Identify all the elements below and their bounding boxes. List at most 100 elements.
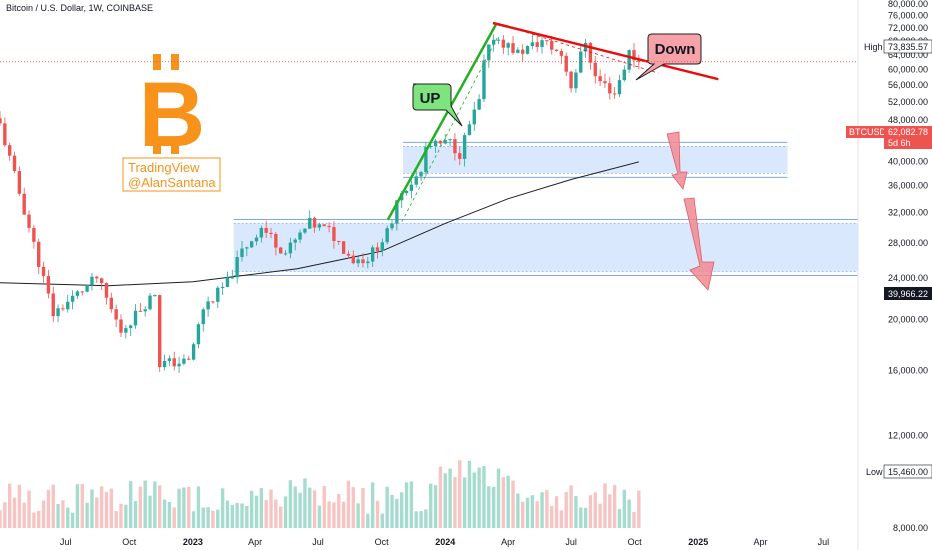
- volume-bar: [75, 484, 80, 528]
- price-tick-label: 48,000.00: [888, 115, 928, 125]
- down-callout-label: Down: [655, 41, 696, 58]
- volume-bar: [370, 482, 375, 528]
- low-tag-value: 15,460.00: [888, 467, 928, 477]
- price-tick-label: 60,000.00: [888, 64, 928, 74]
- candle-body: [220, 286, 225, 288]
- candle-body: [41, 266, 46, 277]
- chart-title[interactable]: Bitcoin / U.S. Dollar, 1W, COINBASE: [6, 3, 153, 13]
- volume-bar: [458, 460, 462, 528]
- candle-body: [617, 80, 622, 95]
- candle-body: [22, 193, 26, 215]
- candle-body: [637, 60, 641, 62]
- candle-body: [32, 227, 36, 242]
- volume-bar: [351, 487, 355, 528]
- volume-bar: [399, 492, 404, 528]
- down-callout[interactable]: Down: [635, 33, 702, 81]
- candle-body: [496, 39, 501, 41]
- candle-body: [254, 237, 259, 242]
- candle-body: [90, 276, 94, 286]
- volume-bar: [429, 483, 433, 528]
- candle-body: [564, 55, 568, 72]
- volume-bar: [216, 509, 220, 528]
- watermark-line1: TradingView: [128, 160, 200, 175]
- candle-body: [433, 140, 438, 147]
- volume-bar: [153, 481, 157, 528]
- candle-body: [104, 283, 109, 298]
- candle-body: [0, 118, 2, 124]
- candle-body: [240, 248, 244, 258]
- candle-body: [133, 310, 138, 326]
- volume-bar: [530, 495, 535, 528]
- candle-body: [351, 255, 355, 264]
- volume-bar: [308, 487, 312, 528]
- volume-bar: [259, 488, 264, 528]
- volume-bar: [225, 500, 230, 528]
- candle-body: [579, 51, 583, 73]
- ma-path: [0, 161, 639, 287]
- candle-body: [593, 62, 597, 77]
- candle-body: [448, 139, 452, 141]
- candle-body: [99, 278, 104, 284]
- down-arrow-small: [666, 131, 688, 190]
- candle-body: [70, 295, 75, 302]
- high-tag-value: 73,835.57: [888, 42, 928, 52]
- up-callout-label: UP: [420, 90, 441, 107]
- time-tick-label: Oct: [122, 537, 137, 547]
- price-tick-label: 80,000.00: [888, 0, 928, 9]
- candle-body: [462, 135, 467, 159]
- volume-bar: [211, 510, 215, 528]
- volume-bar: [196, 486, 201, 528]
- candle-body: [12, 155, 17, 172]
- volume-bar: [133, 501, 138, 528]
- candle-body: [530, 42, 535, 47]
- price-axis-ticks: 80,000.0076,000.0072,000.0068,000.0064,0…: [888, 0, 928, 533]
- candle-body: [3, 123, 7, 146]
- time-tick-label: Jul: [60, 537, 72, 547]
- watermark-box: [122, 157, 221, 192]
- price-tick-label: 64,000.00: [888, 50, 928, 60]
- candle-body: [535, 42, 539, 47]
- candle-body: [37, 241, 41, 267]
- moving-average-line: [0, 161, 639, 287]
- volume-bar: [550, 505, 554, 528]
- volume-bars: [0, 460, 641, 528]
- price-axis[interactable]: 80,000.0076,000.0072,000.0068,000.0064,0…: [857, 0, 928, 550]
- price-tick-label: 36,000.00: [888, 181, 928, 191]
- candle-body: [27, 214, 31, 228]
- time-tick-label: Jul: [312, 537, 324, 547]
- candle-body: [109, 297, 114, 310]
- candle-body: [288, 242, 293, 254]
- candle-body: [443, 140, 447, 144]
- price-tick-label: 24,000.00: [888, 273, 928, 283]
- candle-body: [75, 291, 80, 296]
- volume-bar: [27, 490, 31, 528]
- up-callout[interactable]: UP: [412, 83, 463, 127]
- volume-bar: [520, 501, 525, 528]
- volume-bar: [419, 511, 423, 528]
- candle-body: [56, 308, 60, 317]
- volume-bar: [366, 513, 370, 528]
- candle-body: [216, 287, 220, 302]
- volume-bar: [90, 489, 94, 528]
- projection-arrows: [666, 131, 715, 291]
- volume-bar: [627, 499, 631, 528]
- candle-body: [317, 224, 322, 228]
- volume-bar: [235, 502, 239, 528]
- candle-body: [259, 227, 264, 238]
- volume-bar: [617, 509, 622, 528]
- time-axis[interactable]: Jul Oct 2023 Apr Jul Oct 2024 Apr Jul Oct 2025 Apr J…: [60, 537, 829, 547]
- price-tick-label: 28,000.00: [888, 238, 928, 248]
- candle-body: [46, 276, 51, 294]
- volume-bar: [467, 460, 472, 528]
- volume-bar: [414, 511, 418, 528]
- price-tick-label: 76,000.00: [888, 11, 928, 21]
- candle-body: [366, 261, 370, 264]
- candlestick-series[interactable]: [0, 34, 641, 374]
- candle-body: [487, 44, 491, 61]
- volume-bar: [41, 500, 46, 528]
- volume-bar: [230, 505, 234, 528]
- candle-body: [245, 247, 249, 249]
- volume-bar: [375, 500, 380, 528]
- volume-bar: [303, 478, 307, 528]
